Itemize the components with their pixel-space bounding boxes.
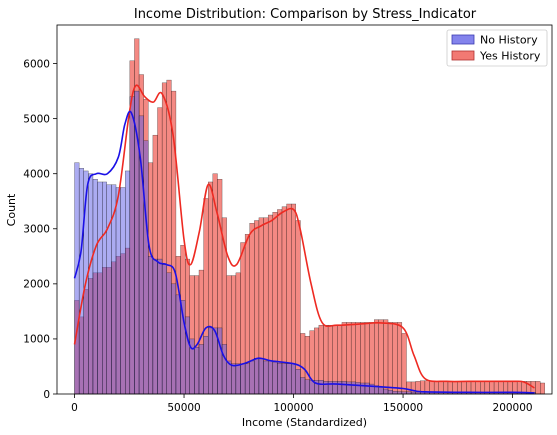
no-history-bar (267, 360, 273, 395)
no-history-bar (203, 335, 209, 395)
no-history-bar (364, 382, 370, 395)
no-history-bar (157, 258, 163, 395)
no-history-bar (277, 362, 283, 395)
no-history-bar (281, 363, 287, 395)
no-history-bar (129, 96, 135, 395)
no-history-bar (143, 140, 149, 395)
no-history-bar (341, 381, 347, 395)
x-tick-label: 150000 (383, 402, 423, 414)
y-tick-label: 6000 (23, 58, 50, 70)
no-history-bar (97, 181, 103, 395)
yes-history-bar (295, 220, 301, 395)
no-history-bar (244, 363, 250, 395)
yes-history-bar (535, 381, 541, 395)
no-history-bar (231, 363, 237, 395)
no-history-bar (125, 170, 131, 395)
x-tick-label: 200000 (493, 402, 533, 414)
yes-history-bar (397, 322, 403, 395)
x-tick-label: 100000 (274, 402, 314, 414)
no-history-bar (378, 387, 384, 395)
no-history-bar (263, 360, 269, 395)
y-tick-label: 1000 (23, 334, 50, 346)
legend-label-yes-history: Yes History (479, 50, 541, 63)
no-history-bar (295, 369, 301, 395)
yes-history-bar (374, 319, 379, 395)
no-history-bar (88, 173, 94, 395)
no-history-bar (115, 187, 121, 395)
no-history-bar (78, 168, 84, 395)
no-history-bar (360, 382, 366, 395)
yes-history-bar (369, 322, 375, 395)
plot-frame (56, 24, 553, 395)
no-history-bar (166, 272, 172, 395)
chart-title: Income Distribution: Comparison by Stres… (134, 7, 477, 22)
x-axis-ticks: 0 50000 100000 150000 200000 (71, 394, 533, 414)
no-history-bar (387, 389, 393, 395)
legend-label-no-history: No History (480, 34, 538, 47)
no-history-bar (318, 380, 324, 395)
no-history-bar (148, 256, 154, 395)
yes-history-bar (383, 319, 389, 395)
no-history-bar (291, 363, 297, 395)
yes-history-bar (387, 322, 393, 395)
no-history-bar (304, 379, 310, 395)
y-axis-label: Count (5, 193, 18, 226)
x-axis-label: Income (Standardized) (242, 416, 367, 429)
yes-history-bar (392, 322, 398, 395)
yes-history-bar (401, 333, 407, 395)
no-history-bar (286, 363, 292, 395)
y-tick-label: 4000 (23, 169, 50, 181)
no-history-bar (346, 381, 352, 395)
no-history-kde-line (73, 110, 535, 394)
no-history-bar (383, 388, 389, 395)
no-history-bar (235, 363, 241, 395)
no-history-bar (226, 360, 232, 395)
no-history-bar (198, 344, 204, 395)
yes-history-bar (378, 319, 384, 395)
y-tick-label: 0 (43, 389, 50, 401)
no-history-bar (258, 358, 264, 395)
yes-history-kde-line (73, 84, 535, 389)
no-history-bar (350, 381, 356, 395)
no-history-bar (208, 327, 214, 395)
no-history-bar (120, 187, 126, 395)
x-tick-label: 50000 (167, 402, 200, 414)
no-history-bar (102, 181, 107, 395)
no-history-bar (240, 363, 246, 395)
yes-history-bar (540, 382, 545, 395)
y-tick-label: 3000 (23, 224, 50, 236)
legend: No History Yes History (446, 29, 548, 67)
no-history-bar (171, 283, 177, 395)
no-history-bar (194, 347, 200, 395)
no-history-bar (323, 381, 329, 395)
no-history-bar (355, 382, 361, 395)
y-tick-label: 2000 (23, 279, 50, 291)
no-history-bar (337, 381, 343, 395)
no-history-bar (300, 377, 306, 395)
no-history-bar (161, 264, 167, 395)
no-history-bar (106, 184, 112, 395)
no-history-bar (152, 258, 158, 395)
legend-swatch-yes-history (451, 50, 475, 61)
x-tick-label: 0 (71, 402, 78, 414)
y-tick-label: 5000 (23, 113, 50, 125)
plot-area (56, 24, 553, 395)
no-history-bar (254, 358, 260, 395)
no-history-bar (249, 360, 255, 395)
no-history-bar (92, 179, 98, 395)
no-history-bar (272, 361, 278, 395)
no-history-bar (392, 391, 398, 395)
y-axis-ticks: 0 1000 2000 3000 4000 5000 6000 (23, 58, 57, 401)
no-history-bar (175, 294, 181, 395)
legend-swatch-no-history (451, 34, 475, 45)
